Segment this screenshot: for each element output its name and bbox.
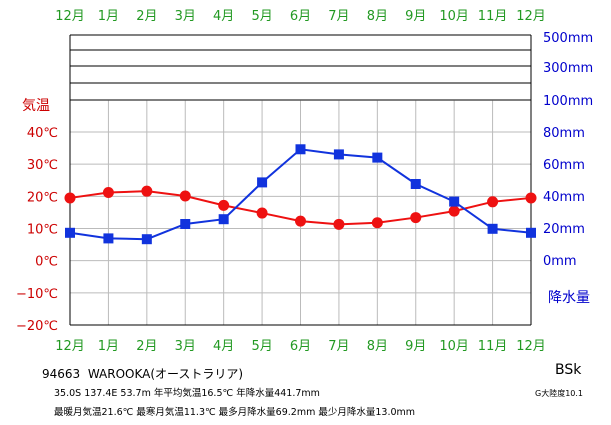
month-label-top: 8月: [367, 9, 388, 24]
precipitation-tick-label: 100mm: [543, 94, 593, 109]
precipitation-point: [372, 152, 383, 163]
precipitation-tick-label: 20mm: [543, 222, 585, 237]
precipitation-tick-label: 40mm: [543, 190, 585, 205]
month-label-bottom: 3月: [175, 339, 196, 354]
station-stats-line2: 最暖月気温21.6℃ 最寒月気温11.3℃ 最多月降水量69.2mm 最少月降水…: [54, 407, 416, 418]
precipitation-point: [449, 196, 460, 207]
temperature-point: [410, 212, 422, 224]
station-stats-line1: 35.0S 137.4E 53.7m 年平均気温16.5℃ 年降水量441.7m…: [54, 388, 320, 399]
month-label-bottom: 5月: [251, 339, 272, 354]
month-label-bottom: 11月: [478, 339, 508, 354]
month-label-bottom: 12月: [55, 339, 85, 354]
month-label-bottom: 9月: [405, 339, 426, 354]
month-label-top: 7月: [328, 9, 349, 24]
plot-frame: [69, 34, 532, 326]
precipitation-point: [218, 214, 229, 225]
month-label-bottom: 7月: [328, 339, 349, 354]
month-labels-bottom: 12月 1月 2月 3月 4月 5月 6月 7月 8月 9月 10月 11月 12月: [55, 339, 546, 354]
temperature-tick-label: −10℃: [16, 287, 58, 302]
precipitation-point: [257, 177, 268, 188]
precipitation-tick-labels: 500mm 300mm 100mm 80mm 60mm 40mm 20mm 0mm: [543, 31, 593, 269]
temperature-axis-title: 気温: [22, 98, 50, 114]
temperature-point: [179, 190, 191, 202]
temperature-tick-label: 0℃: [35, 255, 58, 270]
temperature-point: [525, 192, 537, 204]
month-label-top: 10月: [439, 9, 469, 24]
temperature-tick-label: 30℃: [27, 158, 58, 173]
temperature-point: [218, 199, 230, 211]
temperature-point: [141, 185, 153, 197]
temperature-tick-label: −20℃: [16, 319, 58, 334]
temperature-tick-label: 40℃: [27, 126, 58, 141]
temperature-point: [333, 218, 345, 230]
temperature-point: [371, 217, 383, 229]
month-label-bottom: 10月: [439, 339, 469, 354]
month-label-top: 11月: [478, 9, 508, 24]
temperature-point: [448, 205, 460, 217]
precipitation-tick-label: 0mm: [543, 254, 577, 269]
month-label-bottom: 1月: [98, 339, 119, 354]
month-label-top: 12月: [55, 9, 85, 24]
temperature-point: [64, 192, 76, 204]
month-label-top: 2月: [136, 9, 157, 24]
precipitation-point: [333, 149, 344, 160]
precipitation-point: [526, 227, 536, 238]
month-label-top: 1月: [98, 9, 119, 24]
high-precip-scale-lines: [70, 49, 531, 101]
temperature-point: [295, 215, 306, 227]
month-label-bottom: 8月: [367, 339, 388, 354]
precipitation-point: [410, 179, 421, 189]
precipitation-point: [487, 223, 498, 234]
temperature-point: [102, 186, 114, 198]
station-name: WAROOKA(オーストラリア): [87, 367, 244, 381]
precipitation-point: [141, 234, 152, 245]
temperature-tick-label: 10℃: [27, 223, 58, 238]
precipitation-point: [295, 144, 306, 155]
month-label-bottom: 12月: [516, 339, 546, 354]
precipitation-tick-label: 80mm: [543, 126, 585, 141]
month-label-bottom: 6月: [290, 339, 311, 354]
month-labels-top: 12月 1月 2月 3月 4月 5月 6月 7月 8月 9月 10月 11月 12月: [55, 9, 546, 24]
precipitation-tick-label: 300mm: [543, 61, 593, 76]
month-label-top: 3月: [175, 9, 196, 24]
precipitation-point: [65, 227, 75, 238]
month-label-bottom: 4月: [213, 339, 234, 354]
month-label-top: 9月: [405, 9, 426, 24]
temperature-point: [487, 196, 499, 208]
region-label: G大陸度10.1: [535, 389, 584, 398]
climate-chart: 12月 1月 2月 3月 4月 5月 6月 7月 8月 9月 10月 11月 12月 12月 1月 2月 3月…: [16, 9, 593, 354]
month-label-top: 5月: [251, 9, 272, 24]
month-label-top: 4月: [213, 9, 234, 24]
month-label-top: 12月: [516, 9, 546, 24]
climate-classification: BSk: [555, 362, 582, 378]
temperature-point: [256, 207, 268, 219]
temperature-tick-labels: 40℃ 30℃ 20℃ 10℃ 0℃ −10℃ −20℃: [16, 126, 58, 334]
precipitation-tick-label: 60mm: [543, 158, 585, 173]
station-info: 94663 WAROOKA(オーストラリア): [42, 365, 243, 382]
month-label-top: 6月: [290, 9, 311, 24]
series: [64, 144, 537, 245]
precipitation-tick-label: 500mm: [543, 31, 593, 46]
precipitation-point: [180, 219, 191, 229]
precipitation-point: [103, 233, 114, 244]
month-label-bottom: 2月: [136, 339, 157, 354]
temperature-tick-label: 20℃: [27, 190, 58, 205]
station-id: 94663: [42, 367, 81, 381]
precipitation-axis-title: 降水量: [548, 290, 590, 306]
grid-lines: [70, 100, 531, 325]
